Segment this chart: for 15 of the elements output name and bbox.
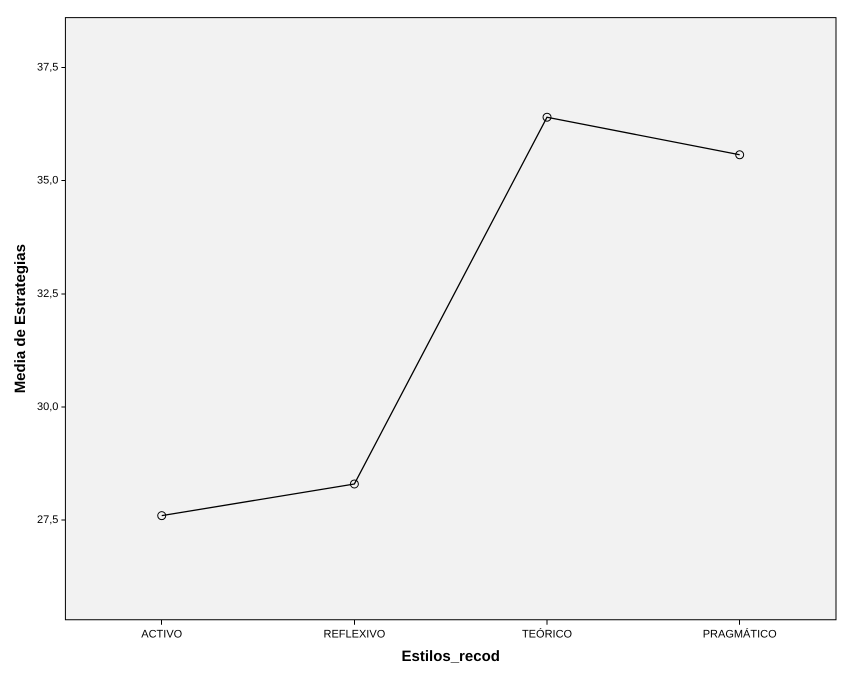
y-tick-label: 32,5 [36,288,58,300]
x-tick-label: TEÓRICO [522,627,573,640]
x-axis-title: Estilos_recod [402,648,500,666]
point [542,112,552,122]
point [157,511,166,520]
x-tick-label: REFLEXIVO [324,628,386,640]
y-axis-title: Media de Estrategias [12,244,30,394]
y-tick-label: 37,5 [36,61,58,74]
y-tick-label: 35,0 [36,174,58,187]
x-tick-label: ACTIVO [141,628,183,640]
y-tick-label: 30,0 [36,401,58,414]
point [350,479,359,488]
point [735,150,744,160]
y-tick-label: 27,5 [36,514,58,526]
x-tick-label: PRAGMÁTICO [702,627,778,640]
